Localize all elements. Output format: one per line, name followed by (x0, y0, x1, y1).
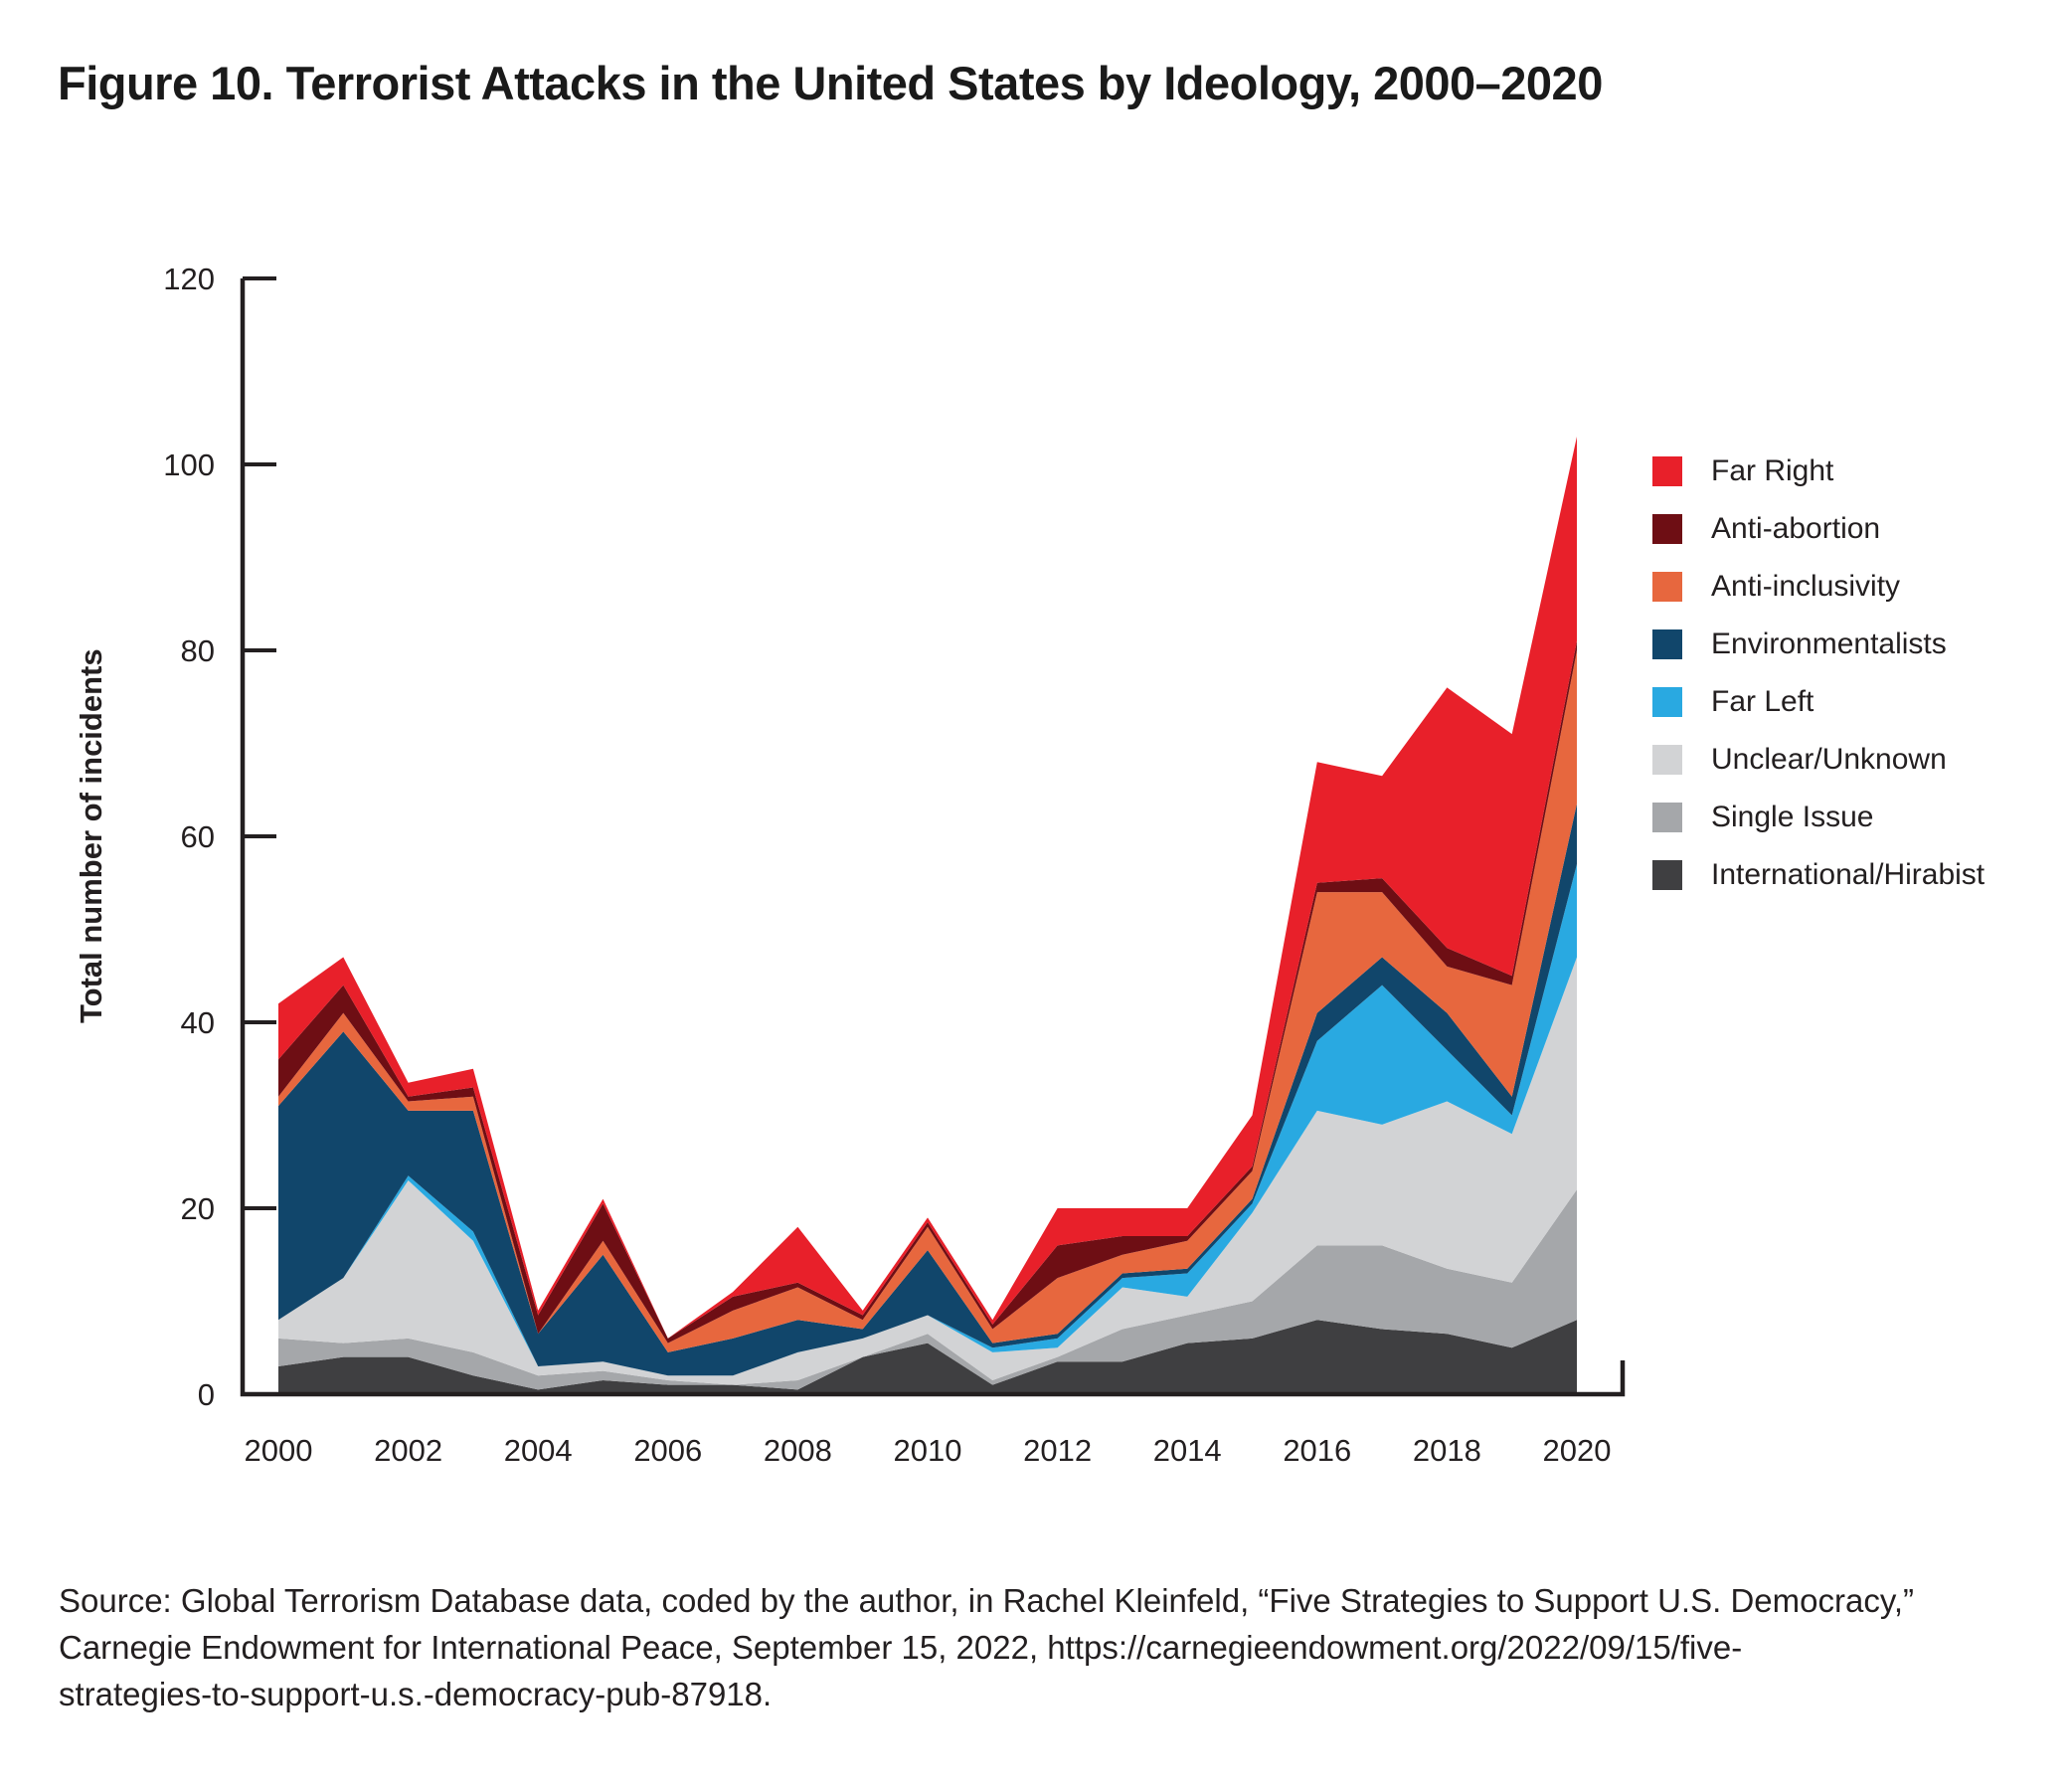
area-anti-inclusivity (278, 650, 1577, 1352)
legend-swatch-icon (1652, 860, 1682, 890)
x-tick-label: 2018 (1413, 1433, 1481, 1468)
legend-swatch-icon (1652, 514, 1682, 544)
chart-legend: Far Right Anti-abortion Anti-inclusivity En… (1652, 454, 1986, 918)
legend-label: Single Issue (1711, 801, 1874, 833)
source-line-3: strategies-to-support-u.s.-democracy-pub… (59, 1676, 773, 1712)
x-tick-label: 2006 (633, 1433, 702, 1468)
legend-item: Far Right (1652, 454, 1985, 487)
y-tick-label: 120 (163, 262, 215, 296)
legend-label: International/Hirabist (1711, 858, 1986, 891)
legend-label: Far Left (1711, 685, 1814, 718)
legend-item: International/Hirabist (1652, 858, 1986, 891)
legend-item: Environmentalists (1652, 627, 1985, 660)
y-tick-label: 60 (181, 819, 215, 854)
x-tick-label: 2000 (245, 1433, 313, 1468)
area-single-issue (278, 1189, 1577, 1390)
y-tick-label: 20 (181, 1191, 215, 1226)
legend-item: Anti-inclusivity (1652, 570, 1985, 603)
legend-label: Anti-inclusivity (1711, 570, 1901, 603)
source-line-1: Source: Global Terrorism Database data, … (59, 1582, 1915, 1619)
figure-title: Figure 10. Terrorist Attacks in the Unit… (58, 57, 1603, 109)
legend-item: Far Left (1652, 685, 1985, 718)
area-anti-abortion (278, 640, 1577, 1344)
x-tick-label: 2014 (1153, 1433, 1222, 1468)
legend-swatch-icon (1652, 572, 1682, 602)
legend-item: Unclear/Unknown (1652, 743, 1985, 776)
legend-swatch-icon (1652, 687, 1682, 717)
area-unclear-unknown (278, 957, 1577, 1385)
y-tick-label: 80 (181, 633, 215, 668)
x-tick-label: 2020 (1543, 1433, 1612, 1468)
legend-label: Environmentalists (1711, 627, 1947, 660)
legend-label: Far Right (1711, 454, 1834, 487)
legend-swatch-icon (1652, 803, 1682, 832)
x-tick-label: 2004 (504, 1433, 573, 1468)
x-tick-label: 2010 (894, 1433, 962, 1468)
legend-item: Anti-abortion (1652, 512, 1985, 545)
legend-swatch-icon (1652, 456, 1682, 486)
y-tick-label: 100 (163, 448, 215, 482)
source-line-2: Carnegie Endowment for International Pea… (59, 1629, 1743, 1666)
x-tick-label: 2012 (1023, 1433, 1092, 1468)
source-note: Source: Global Terrorism Database data, … (59, 1577, 2032, 1717)
legend-label: Anti-abortion (1711, 512, 1881, 545)
y-tick-label: 40 (181, 1005, 215, 1040)
area-environmentalists (278, 804, 1577, 1376)
legend-label: Unclear/Unknown (1711, 743, 1947, 776)
y-tick-label: 0 (198, 1377, 215, 1412)
y-axis-title: Total number of incidents (74, 648, 108, 1024)
legend-swatch-icon (1652, 745, 1682, 775)
x-tick-label: 2002 (374, 1433, 442, 1468)
area-international-hirabist (278, 1320, 1577, 1394)
legend-item: Single Issue (1652, 801, 1985, 833)
legend-swatch-icon (1652, 629, 1682, 659)
x-tick-label: 2008 (764, 1433, 832, 1468)
x-tick-label: 2016 (1283, 1433, 1351, 1468)
